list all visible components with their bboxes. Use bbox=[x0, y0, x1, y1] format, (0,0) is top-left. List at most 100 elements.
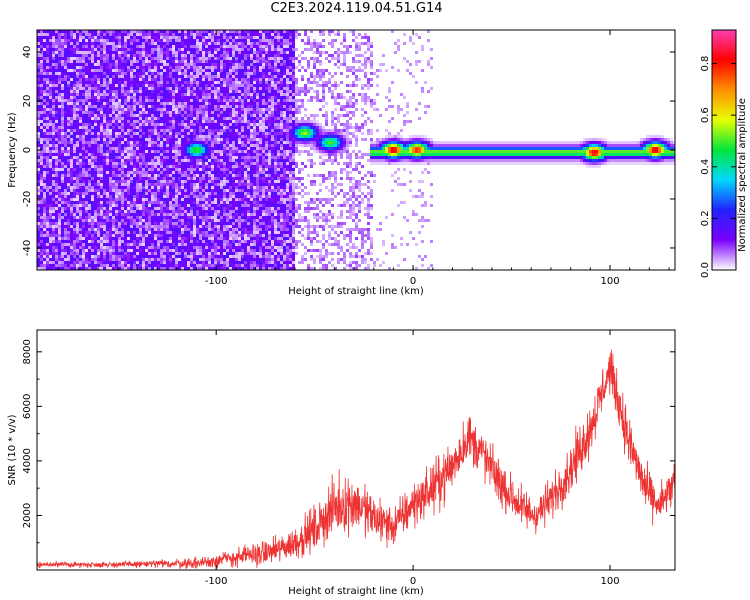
spectrogram-cell bbox=[508, 156, 511, 159]
spectrogram-cell bbox=[214, 75, 217, 78]
spectrogram-cell bbox=[202, 129, 205, 132]
spectrogram-cell bbox=[184, 90, 187, 93]
spectrogram-cell bbox=[205, 84, 208, 87]
spectrogram-cell bbox=[616, 147, 619, 150]
spectrogram-cell bbox=[100, 132, 103, 135]
spectrogram-cells bbox=[37, 30, 675, 270]
spectrogram-cell bbox=[148, 87, 151, 90]
spectrogram-cell bbox=[298, 153, 301, 156]
spectrogram-cell bbox=[217, 126, 220, 129]
spectrogram-cell bbox=[502, 156, 505, 159]
spectrogram-cell bbox=[205, 75, 208, 78]
spectrogram-cell bbox=[115, 81, 118, 84]
spectrogram-cell bbox=[136, 75, 139, 78]
spectrogram-cell bbox=[316, 90, 319, 93]
spectrogram-cell bbox=[235, 42, 238, 45]
spectrogram-cell bbox=[124, 138, 127, 141]
spectrogram-cell bbox=[43, 153, 46, 156]
spectrogram-cell bbox=[190, 117, 193, 120]
spectrogram-cell bbox=[367, 117, 370, 120]
spectrogram-cell bbox=[343, 132, 346, 135]
spectrogram-cell bbox=[553, 144, 556, 147]
spectrogram-cell bbox=[130, 48, 133, 51]
spectrogram-cell bbox=[337, 66, 340, 69]
spectrogram-cell bbox=[160, 54, 163, 57]
spectrogram-cell bbox=[112, 81, 115, 84]
spectrogram-cell bbox=[217, 78, 220, 81]
spectrogram-cell bbox=[220, 30, 223, 33]
spectrogram-cell bbox=[82, 87, 85, 90]
spectrogram-cell bbox=[127, 33, 130, 36]
spectrogram-cell bbox=[316, 132, 319, 135]
spectrogram-cell bbox=[136, 93, 139, 96]
spectrogram-cell bbox=[226, 84, 229, 87]
spectrogram-cell bbox=[217, 108, 220, 111]
spectrogram-cell bbox=[409, 144, 412, 147]
spectrogram-cell bbox=[58, 90, 61, 93]
spectrogram-cell bbox=[400, 150, 403, 153]
spectrogram-cell bbox=[235, 105, 238, 108]
spectrogram-cell bbox=[46, 129, 49, 132]
spectrogram-cell bbox=[256, 81, 259, 84]
spectrogram-cell bbox=[124, 36, 127, 39]
spectrogram-cell bbox=[289, 30, 292, 33]
spectrogram-cell bbox=[268, 150, 271, 153]
spectrogram-cell bbox=[244, 75, 247, 78]
spectrogram-cell bbox=[37, 120, 40, 123]
spectrogram-cell bbox=[370, 84, 373, 87]
spectrogram-cell bbox=[370, 138, 373, 141]
spectrogram-cell bbox=[157, 45, 160, 48]
spectrogram-cell bbox=[274, 90, 277, 93]
spectrogram-cell bbox=[292, 96, 295, 99]
spectrogram-cell bbox=[274, 108, 277, 111]
spectrogram-cell bbox=[277, 36, 280, 39]
spectrogram-cell bbox=[211, 42, 214, 45]
spectrogram-cell bbox=[349, 51, 352, 54]
spectrogram-cell bbox=[115, 99, 118, 102]
spectrogram-cell bbox=[313, 135, 316, 138]
spectrogram-cell bbox=[229, 144, 232, 147]
spectrogram-cell bbox=[412, 135, 415, 138]
spectrogram-cell bbox=[211, 132, 214, 135]
spectrogram-cell bbox=[145, 153, 148, 156]
spectrogram-cell bbox=[58, 45, 61, 48]
spectrogram-cell bbox=[379, 63, 382, 66]
spectrogram-cell bbox=[70, 120, 73, 123]
spectrogram-cell bbox=[280, 78, 283, 81]
spectrogram-cell bbox=[403, 123, 406, 126]
spectrogram-cell bbox=[67, 42, 70, 45]
spectrogram-cell bbox=[115, 120, 118, 123]
spectrogram-cell bbox=[310, 30, 313, 33]
spectrogram-cell bbox=[595, 153, 598, 156]
spectrogram-cell bbox=[331, 30, 334, 33]
spectrogram-cell bbox=[58, 129, 61, 132]
spectrogram-cell bbox=[49, 45, 52, 48]
spectrogram-cell bbox=[208, 66, 211, 69]
spectrogram-cell bbox=[166, 129, 169, 132]
spectrogram-cell bbox=[286, 48, 289, 51]
spectrogram-cell bbox=[49, 72, 52, 75]
spectrogram-cell bbox=[220, 135, 223, 138]
spectrogram-cell bbox=[259, 57, 262, 60]
spectrogram-cell bbox=[376, 150, 379, 153]
spectrogram-cell bbox=[145, 33, 148, 36]
spectrogram-cell bbox=[115, 45, 118, 48]
spectrogram-cell bbox=[223, 93, 226, 96]
spectrogram-cell bbox=[334, 99, 337, 102]
spectrogram-cell bbox=[145, 99, 148, 102]
spectrogram-cell bbox=[130, 138, 133, 141]
spectrogram-cell bbox=[100, 153, 103, 156]
spectrogram-cell bbox=[289, 81, 292, 84]
spectrogram-cell bbox=[214, 69, 217, 72]
spectrogram-cell bbox=[319, 108, 322, 111]
spectrogram-cell bbox=[142, 84, 145, 87]
spectrogram-cell bbox=[43, 129, 46, 132]
spectrogram-cell bbox=[43, 30, 46, 33]
spectrogram-cell bbox=[601, 138, 604, 141]
spectrogram-cell bbox=[88, 60, 91, 63]
spectrogram-cell bbox=[664, 138, 667, 141]
spectrogram-cell bbox=[400, 129, 403, 132]
spectrogram-cell bbox=[490, 147, 493, 150]
spectrogram-cell bbox=[196, 51, 199, 54]
spectrogram-cell bbox=[67, 90, 70, 93]
